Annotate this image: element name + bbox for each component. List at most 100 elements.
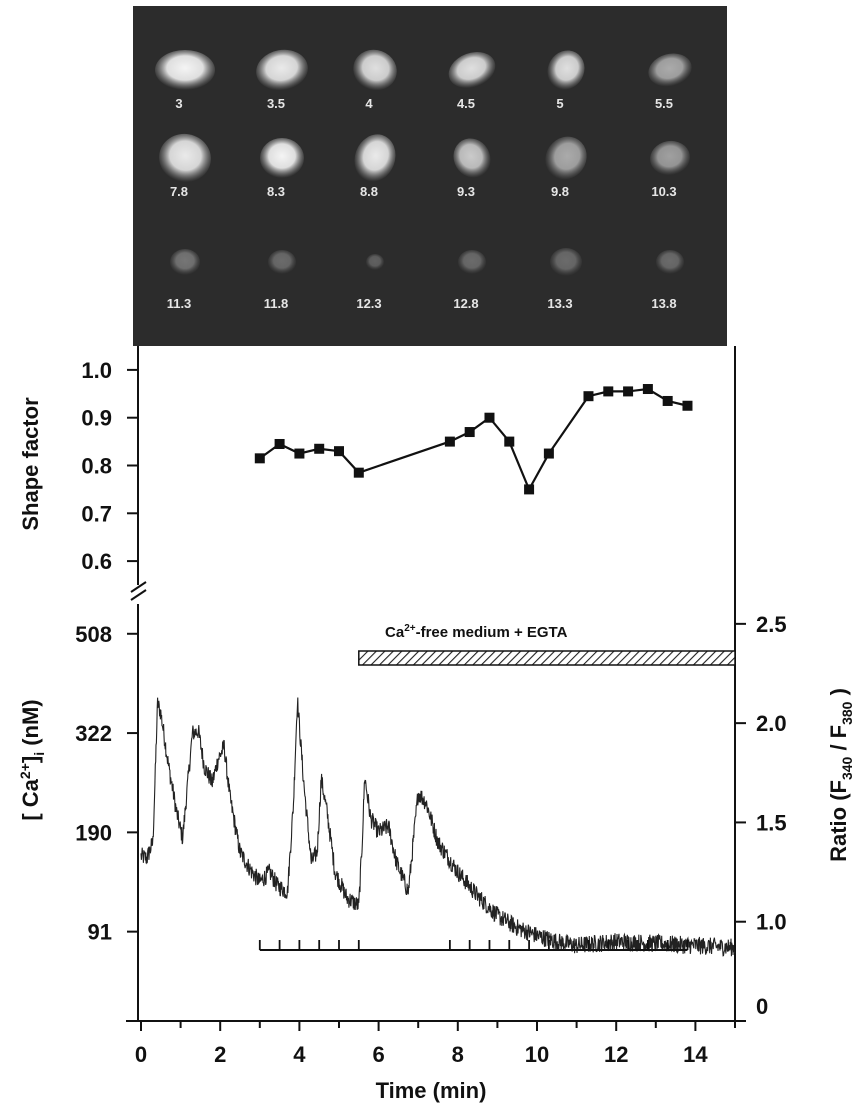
shape-ytick-label: 0.9 [81, 406, 112, 431]
cell-time-label: 7.8 [170, 184, 188, 199]
cell-image-tile: 8.3 [260, 138, 304, 199]
egta-hatched-bar [358, 650, 736, 666]
cell-image-tile: 13.8 [651, 250, 684, 311]
cell-image-tile: 12.8 [453, 250, 486, 311]
calcium-ytick-label: 322 [75, 721, 112, 746]
shape-ytick-label: 0.6 [81, 549, 112, 574]
cell-blob [550, 248, 582, 276]
shape-factor-point [623, 386, 634, 397]
cell-blob [650, 140, 690, 176]
cell-image-tile: 9.3 [453, 138, 491, 199]
shape-factor-point [254, 453, 265, 464]
shape-factor-point [444, 436, 455, 447]
ratio-ytick-label: 2.5 [756, 612, 787, 637]
cell-time-label: 5 [556, 96, 563, 111]
cell-blob [458, 250, 486, 274]
cell-blob [268, 250, 296, 274]
cell-image-tile: 4.5 [448, 52, 496, 111]
cell-image-tile: 12.3 [356, 254, 384, 311]
cell-time-label: 9.3 [457, 184, 475, 199]
cell-time-label: 13.8 [651, 296, 676, 311]
cell-blob [256, 49, 308, 91]
cell-image-tile: 4 [353, 49, 397, 111]
ratio-ytick-label: 2.0 [756, 711, 787, 736]
cell-blob [545, 136, 587, 180]
cell-blob [155, 50, 215, 90]
cell-image-tile: 13.3 [547, 248, 582, 311]
shape-factor-axis-title: Shape factor [18, 397, 43, 531]
shape-ytick-label: 1.0 [81, 358, 112, 383]
cell-blob [448, 52, 496, 88]
x-tick-label: 2 [214, 1042, 226, 1067]
shape-factor-point [642, 384, 653, 395]
shape-factor-line [259, 387, 688, 492]
cell-blob [170, 249, 200, 275]
shape-factor-point [603, 386, 614, 397]
cell-image-tile: 8.8 [354, 134, 396, 199]
egta-annotation-label: Ca2+-free medium + EGTA [385, 623, 568, 641]
shape-factor-point [524, 484, 535, 495]
shape-factor-point [464, 427, 475, 438]
cell-image-tile: 11.8 [264, 250, 296, 311]
cell-blob [353, 49, 397, 91]
cell-time-label: 12.3 [356, 296, 381, 311]
cell-time-label: 11.3 [167, 296, 192, 311]
cell-time-label: 12.8 [453, 296, 478, 311]
calcium-ytick-label: 190 [75, 820, 112, 845]
x-tick-label: 10 [525, 1042, 549, 1067]
shape-factor-point [543, 448, 554, 459]
axis-break-mark-1 [130, 581, 147, 593]
cell-time-label: 3.5 [267, 96, 285, 111]
cell-image-tile: 5.5 [648, 53, 692, 111]
ratio-zero-label: 0 [756, 994, 768, 1019]
shape-factor-point [353, 467, 364, 478]
x-tick-label: 4 [293, 1042, 306, 1067]
cell-image-tile: 3 [155, 50, 215, 111]
calcium-trace [140, 697, 736, 957]
ratio-axis-title: Ratio (F340 / F380 ) [826, 688, 855, 862]
cell-image-tile: 10.3 [650, 140, 690, 199]
x-tick-label: 12 [604, 1042, 628, 1067]
cell-time-label: 10.3 [651, 184, 676, 199]
shape-factor-point [504, 436, 515, 447]
cell-time-label: 9.8 [551, 184, 569, 199]
cell-blob [354, 134, 396, 182]
cell-time-label: 8.3 [267, 184, 285, 199]
shape-factor-point [334, 446, 344, 457]
shape-factor-point [274, 438, 285, 449]
axis-break-mark-2 [130, 589, 147, 601]
cell-image-tile: 9.8 [545, 136, 587, 199]
cell-time-label: 4.5 [457, 96, 475, 111]
shape-factor-point [583, 391, 594, 402]
cell-image-tile: 3.5 [256, 49, 308, 111]
x-tick-label: 0 [135, 1042, 147, 1067]
x-tick-label: 6 [372, 1042, 384, 1067]
cell-time-label: 3 [175, 96, 182, 111]
shape-factor-point [314, 443, 325, 454]
cell-blob [366, 254, 384, 270]
x-axis-title: Time (min) [376, 1078, 487, 1103]
cell-blob [260, 138, 304, 178]
shape-factor-point [662, 395, 673, 406]
shape-factor-point [294, 448, 305, 459]
cell-time-label: 11.8 [264, 296, 289, 311]
cell-time-label: 4 [365, 96, 373, 111]
cell-blob [453, 138, 491, 178]
shape-factor-point [484, 412, 495, 423]
cell-image-panel: 3 3.5 4 4.5 5 5.5 7.8 8.3 8.8 9.3 9.8 10.3 11.3 11.8 1… [133, 6, 727, 346]
cell-image-tile: 7.8 [159, 133, 211, 199]
calcium-axis-title: [ Ca2+]i (nM) [17, 699, 47, 820]
cell-blob [159, 133, 211, 183]
cell-image-tile: 11.3 [167, 249, 200, 311]
ratio-ytick-label: 1.5 [756, 810, 787, 835]
ratio-ytick-label: 1.0 [756, 910, 787, 935]
image-panel-background [133, 6, 727, 346]
cell-blob [648, 53, 692, 87]
calcium-ytick-label: 91 [88, 920, 112, 945]
cell-blob [656, 250, 684, 274]
cell-blob [547, 50, 585, 90]
x-tick-label: 14 [683, 1042, 708, 1067]
cell-time-label: 8.8 [360, 184, 378, 199]
cell-image-tile: 5 [547, 50, 585, 111]
